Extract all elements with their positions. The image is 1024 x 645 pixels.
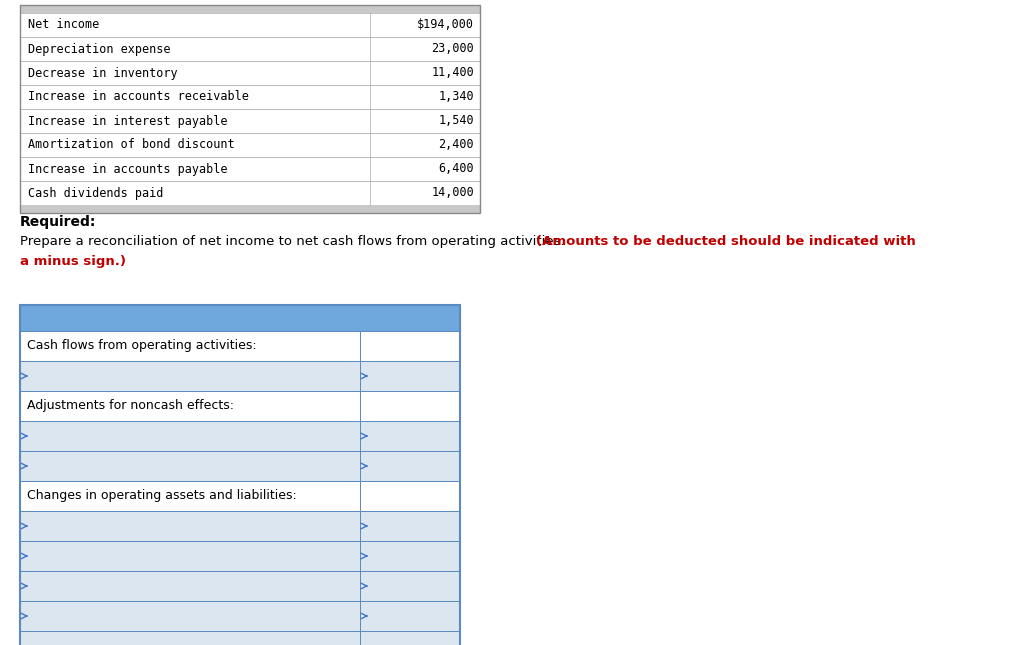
Bar bbox=[20, 181, 480, 205]
Bar bbox=[20, 451, 360, 481]
Bar bbox=[360, 511, 460, 541]
Bar bbox=[20, 305, 460, 645]
Text: 11,400: 11,400 bbox=[431, 66, 474, 79]
Text: 6,400: 6,400 bbox=[438, 163, 474, 175]
Bar bbox=[20, 305, 460, 331]
Text: Increase in accounts payable: Increase in accounts payable bbox=[28, 163, 227, 175]
Bar bbox=[360, 391, 460, 421]
Text: 23,000: 23,000 bbox=[431, 43, 474, 55]
Bar bbox=[20, 5, 480, 13]
Bar bbox=[20, 331, 360, 361]
Bar bbox=[360, 541, 460, 571]
Bar bbox=[20, 361, 360, 391]
Bar bbox=[20, 481, 360, 511]
Text: Changes in operating assets and liabilities:: Changes in operating assets and liabilit… bbox=[27, 490, 297, 502]
Text: a minus sign.): a minus sign.) bbox=[20, 255, 126, 268]
Bar bbox=[20, 5, 480, 213]
Text: $194,000: $194,000 bbox=[417, 19, 474, 32]
Bar bbox=[360, 571, 460, 601]
Text: Adjustments for noncash effects:: Adjustments for noncash effects: bbox=[27, 399, 234, 413]
Text: Depreciation expense: Depreciation expense bbox=[28, 43, 171, 55]
Text: Increase in interest payable: Increase in interest payable bbox=[28, 115, 227, 128]
Bar bbox=[20, 601, 360, 631]
Bar bbox=[20, 61, 480, 85]
Bar bbox=[360, 601, 460, 631]
Bar bbox=[360, 361, 460, 391]
Bar bbox=[20, 85, 480, 109]
Bar bbox=[360, 631, 460, 645]
Text: Net income: Net income bbox=[28, 19, 99, 32]
Bar bbox=[20, 13, 480, 37]
Bar bbox=[360, 331, 460, 361]
Bar bbox=[20, 391, 360, 421]
Bar bbox=[20, 541, 360, 571]
Bar bbox=[360, 451, 460, 481]
Text: Cash flows from operating activities:: Cash flows from operating activities: bbox=[27, 339, 257, 353]
Text: Cash dividends paid: Cash dividends paid bbox=[28, 186, 164, 199]
Text: Prepare a reconciliation of net income to net cash flows from operating activiti: Prepare a reconciliation of net income t… bbox=[20, 235, 569, 248]
Bar bbox=[360, 421, 460, 451]
Bar bbox=[360, 481, 460, 511]
Bar bbox=[20, 37, 480, 61]
Bar bbox=[20, 631, 360, 645]
Text: 2,400: 2,400 bbox=[438, 139, 474, 152]
Bar bbox=[20, 133, 480, 157]
Text: Decrease in inventory: Decrease in inventory bbox=[28, 66, 177, 79]
Text: 14,000: 14,000 bbox=[431, 186, 474, 199]
Text: 1,340: 1,340 bbox=[438, 90, 474, 103]
Bar bbox=[20, 511, 360, 541]
Text: 1,540: 1,540 bbox=[438, 115, 474, 128]
Bar bbox=[20, 421, 360, 451]
Text: Required:: Required: bbox=[20, 215, 96, 229]
Bar bbox=[20, 205, 480, 213]
Text: (Amounts to be deducted should be indicated with: (Amounts to be deducted should be indica… bbox=[536, 235, 915, 248]
Bar bbox=[20, 157, 480, 181]
Text: Amortization of bond discount: Amortization of bond discount bbox=[28, 139, 234, 152]
Text: Increase in accounts receivable: Increase in accounts receivable bbox=[28, 90, 249, 103]
Bar bbox=[20, 109, 480, 133]
Bar bbox=[20, 571, 360, 601]
